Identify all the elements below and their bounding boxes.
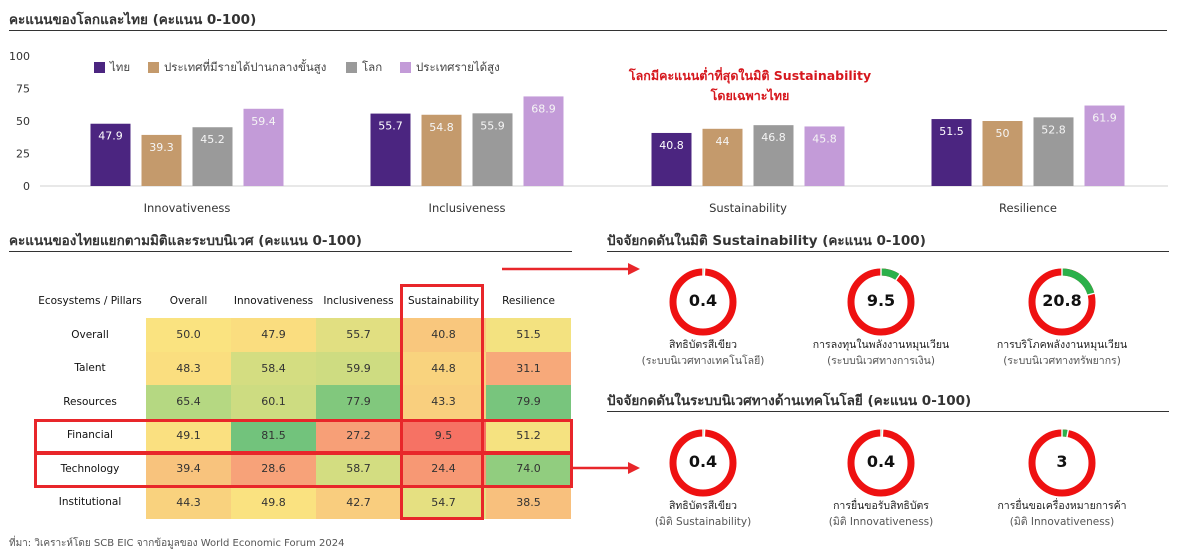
donut-caption-sub: (มิติ Innovativeness) (796, 514, 966, 530)
arrow-technology (573, 462, 640, 474)
donut-center-value: 0.4 (673, 291, 733, 310)
donut-caption: การยื่นขอเครื่องหมายการค้า(มิติ Innovati… (977, 498, 1147, 530)
source-note: ที่มา: วิเคราะห์โดย SCB EIC จากข้อมูลของ… (9, 536, 344, 551)
donut-caption: การบริโภคพลังงานหมุนเวียน(ระบบนิเวศทางทร… (977, 337, 1147, 369)
donut-center-value: 20.8 (1032, 291, 1092, 310)
donut-caption-name: การบริโภคพลังงานหมุนเวียน (977, 337, 1147, 353)
donut-section-2-title: ปัจจัยกดดันในระบบนิเวศทางด้านเทคโนโลยี (… (607, 389, 971, 411)
donut-caption-sub: (ระบบนิเวศทางเทคโนโลยี) (618, 353, 788, 369)
donut-caption-sub: (มิติ Sustainability) (618, 514, 788, 530)
donut-center-value: 3 (1032, 452, 1092, 471)
donut-caption-name: การยื่นขอรับสิทธิบัตร (796, 498, 966, 514)
donut-caption-name: สิทธิบัตรสีเขียว (618, 337, 788, 353)
donut-center-value: 0.4 (673, 452, 733, 471)
donut-section-2-rule (607, 411, 1169, 412)
donut-center-value: 9.5 (851, 291, 911, 310)
donut-caption-sub: (ระบบนิเวศทางการเงิน) (796, 353, 966, 369)
donut-caption-sub: (ระบบนิเวศทางทรัพยากร) (977, 353, 1147, 369)
donut-center-value: 0.4 (851, 452, 911, 471)
donut-caption-name: สิทธิบัตรสีเขียว (618, 498, 788, 514)
donut-caption-name: การยื่นขอเครื่องหมายการค้า (977, 498, 1147, 514)
donut-caption: การยื่นขอรับสิทธิบัตร(มิติ Innovativenes… (796, 498, 966, 530)
donut-caption-name: การลงทุนในพลังงานหมุนเวียน (796, 337, 966, 353)
donut-caption: การลงทุนในพลังงานหมุนเวียน(ระบบนิเวศทางก… (796, 337, 966, 369)
donut-section-1-title: ปัจจัยกดดันในมิติ Sustainability (คะแนน … (607, 229, 926, 251)
donut-section-1-rule (607, 251, 1169, 252)
arrow-sustainability (502, 263, 640, 275)
donut-caption: สิทธิบัตรสีเขียว(มิติ Sustainability) (618, 498, 788, 530)
donut-caption: สิทธิบัตรสีเขียว(ระบบนิเวศทางเทคโนโลยี) (618, 337, 788, 369)
donut-caption-sub: (มิติ Innovativeness) (977, 514, 1147, 530)
